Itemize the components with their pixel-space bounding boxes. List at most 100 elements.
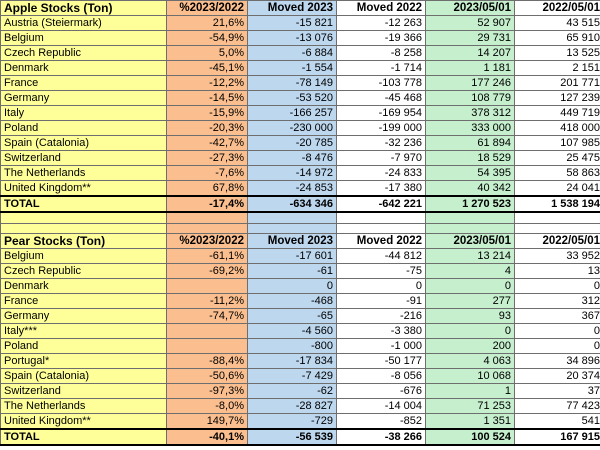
pear-table-row: Spain (Catalonia) -50,6% -7 429 -8 056 10 06… [0,368,600,384]
cell-country: Poland [0,338,167,354]
cell-country: Belgium [0,30,167,46]
cell-country: Belgium [0,248,167,264]
cell-pct-change [166,338,248,354]
pear-table-row: United Kingdom** 149,7% -729 -852 1 351 541 [0,413,600,430]
apple-total-row: TOTAL -17,4% -634 346 -642 221 1 270 523 1 53… [0,195,600,213]
cell-stock-2022-05-01: 33 952 [514,248,600,264]
pear-table-row: Germany -74,7% -65 -216 93 367 [0,308,600,324]
pear-table-row: Portugal* -88,4% -17 834 -50 177 4 063 34 896 [0,353,600,369]
apple-table-row: Belgium -54,9% -13 076 -19 366 29 731 65 910 [0,30,600,46]
cell-stock-2022-05-01: 0 [514,338,600,354]
cell-stock-2022-05-01: 418 000 [514,120,600,136]
cell-moved-2022: -38 266 [336,428,426,446]
cell-stock-2022-05-01: 65 910 [514,30,600,46]
cell-country: Czech Republic [0,45,167,61]
cell-country: Germany [0,90,167,106]
cell-stock-2023-05-01: 1 181 [425,60,515,76]
cell-pct-change: -27,3% [166,150,248,166]
pear-table-row: Poland -800 -1 000 200 0 [0,338,600,354]
cell-pct-change: -74,7% [166,308,248,324]
spacer-cell [425,223,515,234]
cell-pct-change: -50,6% [166,368,248,384]
cell-moved-2023: -28 827 [247,398,337,414]
cell-stock-2022-05-01: 367 [514,308,600,324]
cell-pct-change: -54,9% [166,30,248,46]
cell-stock-2022-05-01: 24 041 [514,180,600,197]
cell-moved-2022: -676 [336,383,426,399]
cell-stock-2023-05-01: 4 063 [425,353,515,369]
pear-header-row: Pear Stocks (Ton) %2023/2022 Moved 2023 Mov… [0,233,600,249]
pear-total-row: TOTAL -40,1% -56 539 -38 266 100 524 167 915 [0,428,600,446]
cell-moved-2022: 0 [336,278,426,294]
cell-stock-2022-05-01: 0 [514,278,600,294]
header-stock-2022-05-01: 2022/05/01 [514,0,600,16]
cell-moved-2023: -15 821 [247,15,337,31]
cell-moved-2022: -45 468 [336,90,426,106]
pear-table-row: Denmark 0 0 0 0 [0,278,600,294]
cell-stock-2023-05-01: 10 068 [425,368,515,384]
apple-table-row: Czech Republic 5,0% -6 884 -8 258 14 207 13 5… [0,45,600,61]
cell-stock-2022-05-01: 167 915 [514,428,600,446]
cell-stock-2022-05-01: 127 239 [514,90,600,106]
cell-pct-change: -69,2% [166,263,248,279]
cell-stock-2022-05-01: 449 719 [514,105,600,121]
cell-stock-2023-05-01: 200 [425,338,515,354]
header-stock-2023-05-01: 2023/05/01 [425,0,515,16]
cell-pct-change: -7,6% [166,165,248,181]
cell-moved-2022: -7 970 [336,150,426,166]
spacer-cell [166,211,248,224]
cell-pct-change: -40,1% [166,428,248,446]
cell-moved-2023: -166 257 [247,105,337,121]
cell-stock-2023-05-01: 1 270 523 [425,195,515,213]
cell-moved-2022: -17 380 [336,180,426,197]
cell-pct-change: -88,4% [166,353,248,369]
cell-moved-2022: -8 056 [336,368,426,384]
cell-moved-2022: -169 954 [336,105,426,121]
cell-moved-2023: -20 785 [247,135,337,151]
cell-country: United Kingdom** [0,180,167,197]
cell-pct-change: -12,2% [166,75,248,91]
cell-country: Austria (Steiermark) [0,15,167,31]
cell-moved-2023: -13 076 [247,30,337,46]
cell-pct-change: 5,0% [166,45,248,61]
cell-stock-2023-05-01: 71 253 [425,398,515,414]
pear-table-row: Italy*** -4 560 -3 380 0 0 [0,323,600,339]
cell-moved-2023: 0 [247,278,337,294]
cell-pct-change: -17,4% [166,195,248,213]
cell-stock-2023-05-01: 13 214 [425,248,515,264]
apple-header-row: Apple Stocks (Ton) %2023/2022 Moved 2023 Mo… [0,0,600,16]
pear-table-row: Switzerland -97,3% -62 -676 1 37 [0,383,600,399]
cell-moved-2023: -468 [247,293,337,309]
cell-country: Spain (Catalonia) [0,368,167,384]
header-country: Pear Stocks (Ton) [0,233,167,249]
cell-country: TOTAL [0,195,167,213]
cell-moved-2023: -61 [247,263,337,279]
cell-stock-2023-05-01: 0 [425,278,515,294]
spacer-cell [0,211,167,224]
cell-country: Portugal* [0,353,167,369]
cell-moved-2022: -32 236 [336,135,426,151]
cell-moved-2023: -7 429 [247,368,337,384]
cell-stock-2023-05-01: 54 395 [425,165,515,181]
cell-stock-2022-05-01: 13 525 [514,45,600,61]
cell-stock-2023-05-01: 333 000 [425,120,515,136]
spacer-cell [247,211,337,224]
cell-moved-2023: -17 834 [247,353,337,369]
section-spacer [0,211,600,224]
cell-pct-change: -20,3% [166,120,248,136]
cell-moved-2022: -24 833 [336,165,426,181]
apple-table-row: Switzerland -27,3% -8 476 -7 970 18 529 25 47… [0,150,600,166]
cell-stock-2022-05-01: 2 151 [514,60,600,76]
header-stock-2023-05-01: 2023/05/01 [425,233,515,249]
cell-pct-change: -14,5% [166,90,248,106]
cell-moved-2023: -729 [247,413,337,430]
cell-country: Switzerland [0,150,167,166]
cell-stock-2023-05-01: 52 907 [425,15,515,31]
spacer-cell [336,211,426,224]
cell-moved-2023: -800 [247,338,337,354]
apple-table-row: Austria (Steiermark) 21,6% -15 821 -12 263 5… [0,15,600,31]
cell-moved-2022: -44 812 [336,248,426,264]
cell-moved-2023: -56 539 [247,428,337,446]
cell-country: The Netherlands [0,398,167,414]
